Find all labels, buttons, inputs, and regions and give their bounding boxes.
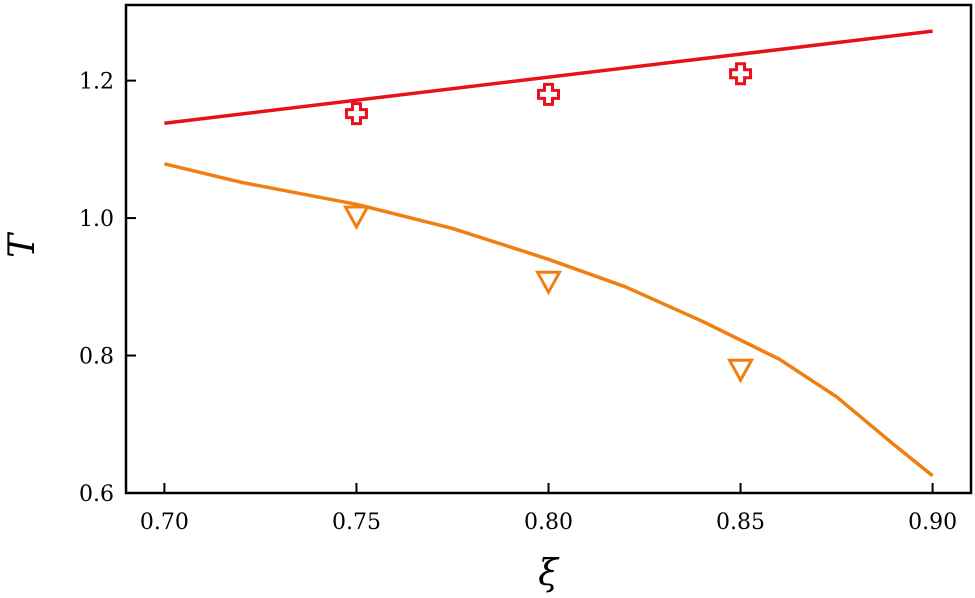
x-tick-label: 0.90 bbox=[908, 510, 957, 535]
y-axis-label: T bbox=[2, 231, 43, 258]
x-axis-label: ξ bbox=[538, 553, 560, 594]
series-layer bbox=[163, 29, 934, 478]
series-line-0 bbox=[164, 29, 933, 125]
y-tick-label: 1.2 bbox=[79, 70, 114, 95]
plus-marker bbox=[344, 102, 368, 126]
series-line-1 bbox=[163, 162, 934, 478]
x-tick-label: 0.85 bbox=[716, 510, 765, 535]
plus-marker bbox=[537, 82, 560, 106]
y-tick-label: 0.6 bbox=[79, 482, 114, 507]
triangle-marker bbox=[727, 358, 755, 384]
triangle-marker bbox=[342, 205, 370, 231]
y-tick-label: 0.8 bbox=[79, 345, 114, 370]
x-tick-label: 0.80 bbox=[524, 510, 573, 535]
x-tick-label: 0.70 bbox=[140, 510, 189, 535]
x-tick-label: 0.75 bbox=[332, 510, 381, 535]
triangle-marker bbox=[534, 270, 563, 296]
plus-marker bbox=[729, 62, 753, 86]
ticks-layer: 0.70 0.75 0.80 0.85 0.90 0.6 0.8 1.0 1.2 bbox=[79, 70, 957, 535]
y-tick-label: 1.0 bbox=[79, 207, 114, 232]
